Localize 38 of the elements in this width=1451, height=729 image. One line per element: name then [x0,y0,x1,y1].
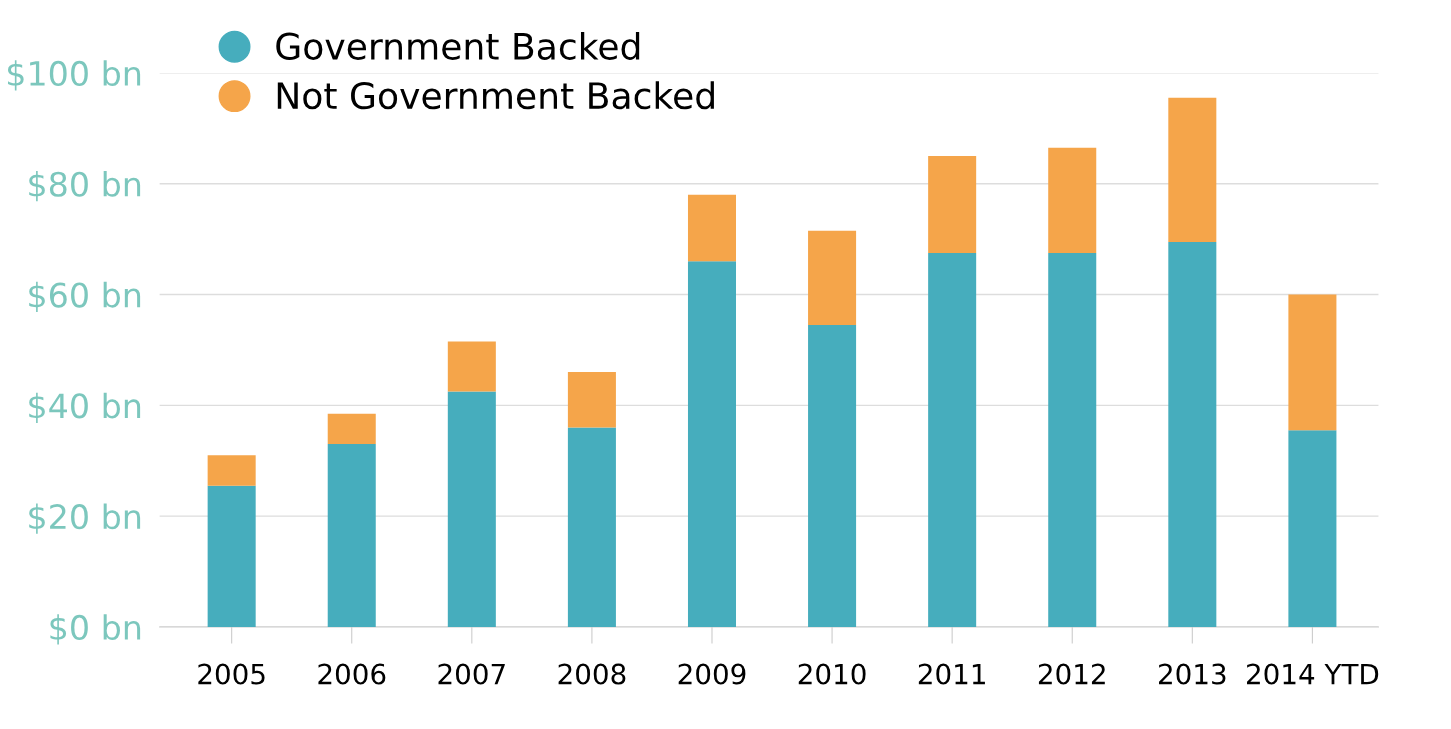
y-tick-label: $20 bn [29,503,141,534]
y-tick-label: $60 bn [29,281,141,313]
x-tick-label: 2010 [798,663,866,685]
y-tick-label: $80 bn [29,171,141,202]
bar [567,372,616,428]
bar [327,413,376,445]
bar [1048,147,1097,253]
legend-label: Not Government Backed [277,81,714,110]
x-tick-label: 2011 [918,663,985,685]
x-tick-label: 2012 [1038,663,1105,685]
bar [1168,97,1217,242]
bar [1048,252,1097,627]
bar [447,391,496,627]
bar [687,194,737,262]
bar [928,252,977,627]
bar [928,156,977,253]
x-tick-label: 2007 [438,663,505,685]
x-tick-label: 2008 [558,663,626,685]
bar [447,341,496,392]
bar [207,455,256,486]
bar [207,485,256,627]
y-tick-label: $100 bn [8,60,141,91]
y-tick-label: $0 bn [50,614,141,645]
y-tick-label: $40 bn [29,392,141,423]
x-tick-label: 2013 [1159,663,1226,685]
bar [1288,294,1337,431]
x-tick-label: 2006 [318,663,386,685]
bar [808,324,857,627]
x-tick-label: 2014 YTD [1247,663,1379,685]
legend-label: Government Backed [276,31,640,60]
bar [808,230,857,325]
bar [687,261,737,627]
bar [567,427,616,627]
bar [327,444,376,627]
bar [1288,430,1337,627]
bar [1168,241,1217,627]
x-tick-label: 2009 [678,663,746,685]
x-tick-label: 2005 [198,663,265,685]
